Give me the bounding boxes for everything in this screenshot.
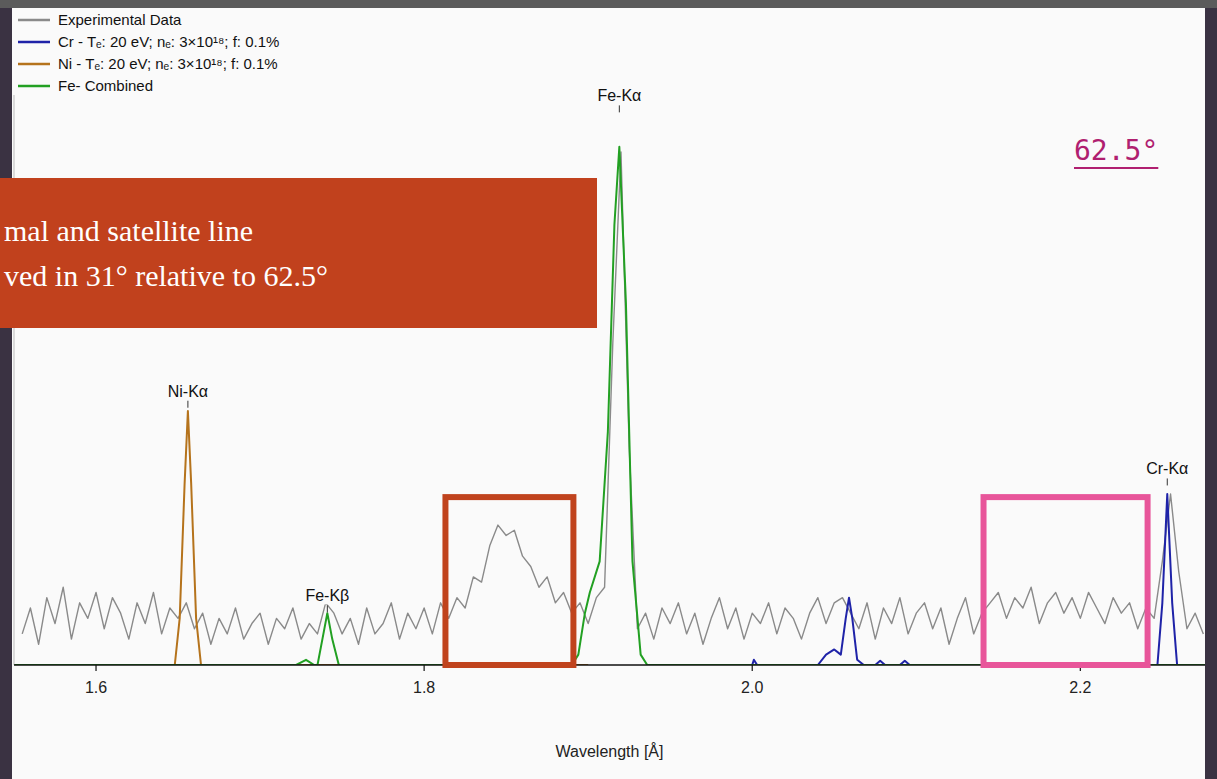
legend-label: Experimental Data [58,11,182,28]
annotation-patch [595,87,643,104]
banner-text: ved in 31° relative to 62.5° [4,259,328,292]
legend-swatch [18,85,50,88]
highlight-box [984,497,1148,665]
x-tick-label: 2.2 [1069,679,1091,696]
peak-label: Fe-Kβ [305,587,349,604]
peak-label: Cr-Kα [1146,460,1188,477]
chart: 1.6 1.8 2.0 2.2 Wavelength [Å] Ni-Kα Fe-Kβ Fe-K… [0,0,1217,779]
legend-label: Ni - Tₑ: 20 eV; nₑ: 3×10¹⁸; f: 0.1% [58,55,278,72]
banner-text: mal and satellite line [4,214,253,247]
series-line [14,411,588,665]
plot-panel [12,8,1205,779]
top-strip [0,0,1217,8]
series-line [752,494,1205,665]
x-tick-label: 2.0 [741,679,763,696]
x-axis-title: Wavelength [Å] [556,742,664,760]
annotation-tick [187,401,188,408]
legend-label: Cr - Tₑ: 20 eV; nₑ: 3×10¹⁸; f: 0.1% [58,33,279,50]
angle-underline [1074,167,1158,169]
banner [0,178,597,328]
annotation-tick [619,105,620,112]
x-tick [752,665,753,671]
peak-label: Ni-Kα [168,383,208,400]
slide-background [0,0,1217,779]
legend-swatch [18,19,50,22]
angle-label: 62.5° [1074,134,1158,167]
x-tick [95,665,96,671]
highlight-box [445,497,573,665]
legend-swatch [18,41,50,44]
annotation-patch [303,587,351,604]
legend-swatch [18,63,50,66]
peak-label: Fe-Kα [597,87,641,104]
annotation-tick [327,605,328,612]
x-tick [424,665,425,671]
x-tick-label: 1.8 [413,679,435,696]
legend-label: Fe- Combined [58,77,153,94]
annotation-tick [1167,478,1168,485]
x-tick-label: 1.6 [85,679,107,696]
annotation-patch [1144,460,1190,477]
annotation-patch [166,383,210,400]
